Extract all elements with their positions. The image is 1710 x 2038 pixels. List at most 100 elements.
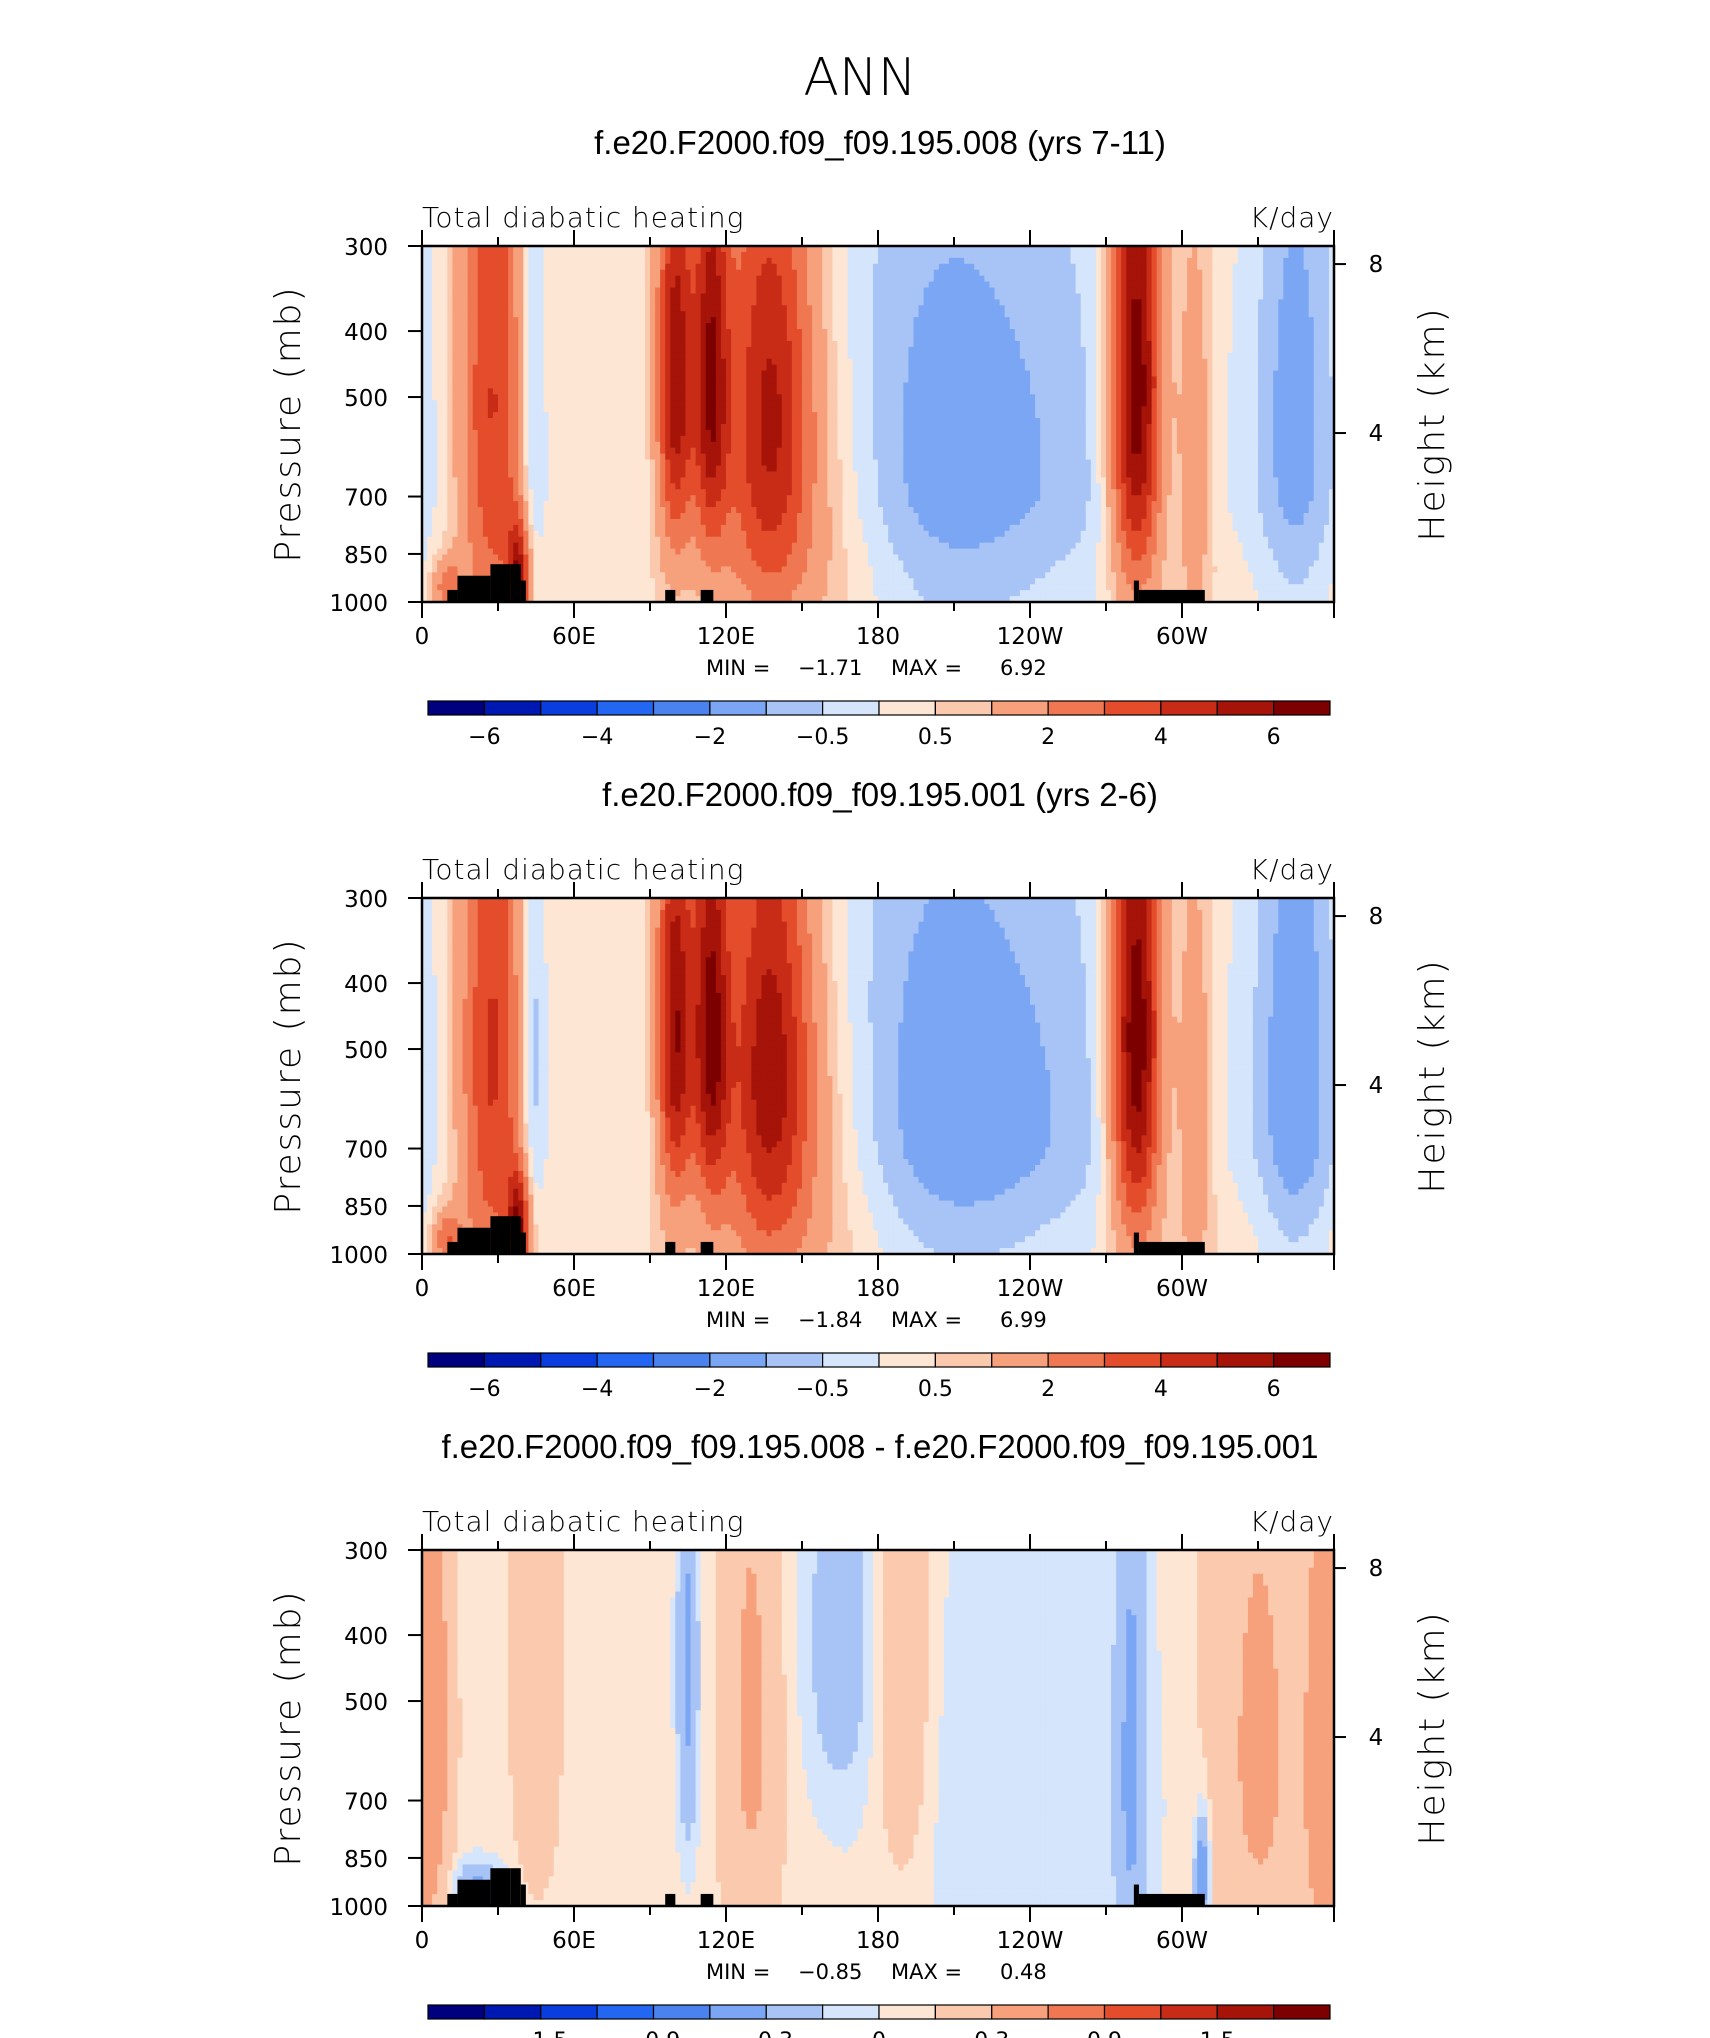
field-cell [822,382,828,389]
field-cell [1131,340,1137,348]
field-cell [1111,376,1117,384]
field-cell [624,323,631,330]
field-cell [437,257,443,265]
field-cell [1227,305,1234,312]
field-cell [1146,394,1153,401]
field-cell [1298,335,1305,342]
field-cell [614,281,621,289]
field-cell [528,394,535,401]
field-cell [619,257,626,265]
field-cell [1263,382,1269,389]
field-cell [563,299,570,306]
field-cell [974,317,980,324]
field-cell [660,329,666,336]
field-cell [427,257,433,265]
field-cell [1212,263,1219,271]
field-cell [1146,281,1153,289]
field-cell [1283,317,1289,324]
field-cell [1014,358,1021,366]
field-cell [427,275,433,283]
field-cell [857,275,864,283]
field-cell [563,269,570,277]
field-cell [822,352,828,360]
field-cell [715,376,722,384]
field-cell [1258,346,1264,354]
field-cell [1303,257,1310,265]
field-cell [1258,340,1264,348]
field-cell [1293,311,1300,318]
field-cell [1095,311,1102,318]
field-cell [1004,317,1011,324]
field-cell [1268,376,1274,384]
field-cell [422,340,428,348]
field-cell [634,323,641,330]
field-cell [974,329,980,336]
field-cell [1258,352,1264,360]
field-cell [447,358,453,366]
field-cell [847,287,854,295]
field-cell [1019,394,1026,401]
field-cell [761,376,768,384]
field-cell [989,329,996,336]
field-cell [1166,323,1173,330]
field-cell [731,257,737,265]
field-cell [984,275,991,283]
field-cell [741,311,747,318]
field-cell [1070,406,1077,413]
field-cell [523,263,529,271]
field-cell [898,311,904,318]
field-cell [1258,275,1264,283]
field-cell [447,299,453,306]
field-cell [807,358,813,366]
field-cell [518,269,524,277]
field-cell [862,275,869,283]
field-cell [837,340,844,348]
field-cell [1298,311,1305,318]
field-cell [1166,394,1173,401]
field-cell [624,400,631,407]
field-cell [867,305,874,312]
field-cell [695,400,702,407]
field-cell [634,394,641,401]
field-cell [482,317,489,324]
field-cell [883,281,889,289]
field-cell [746,340,752,348]
field-cell [1014,382,1021,389]
field-cell [452,346,459,354]
field-cell [1131,388,1137,395]
field-cell [1106,305,1112,312]
field-cell [447,335,453,342]
field-cell [1035,257,1041,265]
field-cell [584,370,590,378]
field-cell [1288,246,1295,253]
field-cell [888,370,894,378]
field-cell [872,406,879,413]
field-cell [432,323,438,330]
field-cell [999,352,1006,360]
field-cell [1227,293,1234,300]
field-cell [1202,352,1208,360]
field-cell [1171,340,1178,348]
field-cell [1278,311,1284,318]
field-cell [1014,246,1021,253]
field-cell [1273,364,1279,372]
field-cell [574,257,580,265]
field-cell [644,293,651,300]
field-cell [487,323,494,330]
field-cell [1202,394,1208,401]
field-cell [1176,340,1183,348]
field-cell [639,311,646,318]
field-cell [634,329,641,336]
field-cell [634,388,641,395]
field-cell [1085,281,1092,289]
field-cell [893,299,899,306]
field-cell [817,293,823,300]
field-cell [538,305,545,312]
field-cell [1075,281,1082,289]
field-cell [548,269,555,277]
field-cell [1019,287,1026,295]
field-cell [1166,340,1173,348]
field-cell [1182,323,1188,330]
field-cell [878,299,884,306]
field-cell [1009,340,1016,348]
